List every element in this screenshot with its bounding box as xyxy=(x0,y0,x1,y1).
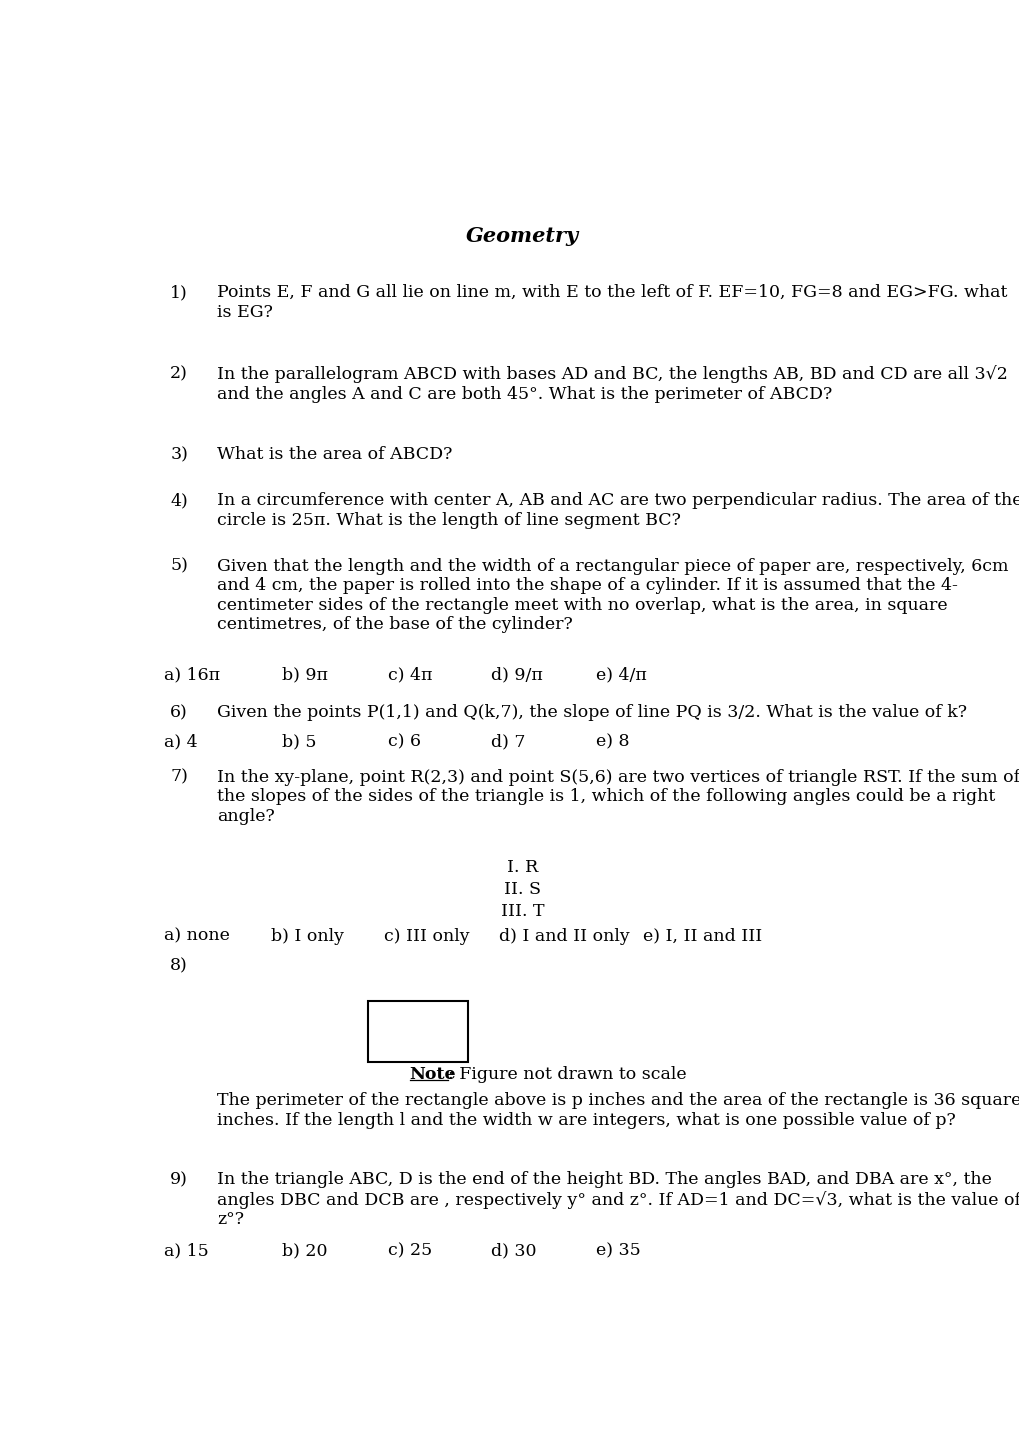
Text: 4): 4) xyxy=(170,492,187,509)
Text: 6): 6) xyxy=(170,704,187,722)
Text: What is the area of ABCD?: What is the area of ABCD? xyxy=(217,446,451,463)
Text: d) I and II only: d) I and II only xyxy=(498,928,629,945)
Text: d) 30: d) 30 xyxy=(491,1242,536,1260)
Text: e) 35: e) 35 xyxy=(596,1242,640,1260)
Text: 1): 1) xyxy=(170,284,187,302)
Bar xyxy=(368,1001,468,1062)
Text: 9): 9) xyxy=(170,1170,187,1188)
Text: Points E, F and G all lie on line m, with E to the left of F. EF=10, FG=8 and EG: Points E, F and G all lie on line m, wit… xyxy=(217,284,1006,320)
Text: : Figure not drawn to scale: : Figure not drawn to scale xyxy=(447,1066,686,1084)
Text: 7): 7) xyxy=(170,769,187,786)
Text: d) 7: d) 7 xyxy=(491,733,525,750)
Text: a) none: a) none xyxy=(164,928,229,945)
Text: Given that the length and the width of a rectangular piece of paper are, respect: Given that the length and the width of a… xyxy=(217,557,1008,633)
Text: III. T: III. T xyxy=(500,903,544,921)
Text: In a circumference with center A, AB and AC are two perpendicular radius. The ar: In a circumference with center A, AB and… xyxy=(217,492,1019,528)
Text: b) I only: b) I only xyxy=(270,928,343,945)
Text: e) 4/π: e) 4/π xyxy=(596,667,646,684)
Text: e) 8: e) 8 xyxy=(596,733,629,750)
Text: b) 20: b) 20 xyxy=(282,1242,328,1260)
Text: In the parallelogram ABCD with bases AD and BC, the lengths AB, BD and CD are al: In the parallelogram ABCD with bases AD … xyxy=(217,365,1007,403)
Text: c) 25: c) 25 xyxy=(387,1242,431,1260)
Text: b) 5: b) 5 xyxy=(282,733,317,750)
Text: b) 9π: b) 9π xyxy=(282,667,328,684)
Text: II. S: II. S xyxy=(503,880,541,898)
Text: Geometry: Geometry xyxy=(466,227,579,247)
Text: d) 9/π: d) 9/π xyxy=(491,667,542,684)
Text: Given the points P(1,1) and Q(k,7), the slope of line PQ is 3/2. What is the val: Given the points P(1,1) and Q(k,7), the … xyxy=(217,704,966,722)
Text: a) 4: a) 4 xyxy=(164,733,198,750)
Text: 5): 5) xyxy=(170,557,187,574)
Text: c) 6: c) 6 xyxy=(387,733,420,750)
Text: In the xy-plane, point R(2,3) and point S(5,6) are two vertices of triangle RST.: In the xy-plane, point R(2,3) and point … xyxy=(217,769,1019,825)
Text: c) 4π: c) 4π xyxy=(387,667,432,684)
Text: 2): 2) xyxy=(170,365,187,382)
Text: 3): 3) xyxy=(170,446,187,463)
Text: a) 15: a) 15 xyxy=(164,1242,209,1260)
Text: Note: Note xyxy=(410,1066,455,1084)
Text: In the triangle ABC, D is the end of the height BD. The angles BAD, and DBA are : In the triangle ABC, D is the end of the… xyxy=(217,1170,1019,1228)
Text: I. R: I. R xyxy=(506,859,538,876)
Text: c) III only: c) III only xyxy=(383,928,469,945)
Text: e) I, II and III: e) I, II and III xyxy=(642,928,761,945)
Text: The perimeter of the rectangle above is p inches and the area of the rectangle i: The perimeter of the rectangle above is … xyxy=(217,1092,1019,1128)
Text: 8): 8) xyxy=(170,958,187,974)
Text: a) 16π: a) 16π xyxy=(164,667,220,684)
